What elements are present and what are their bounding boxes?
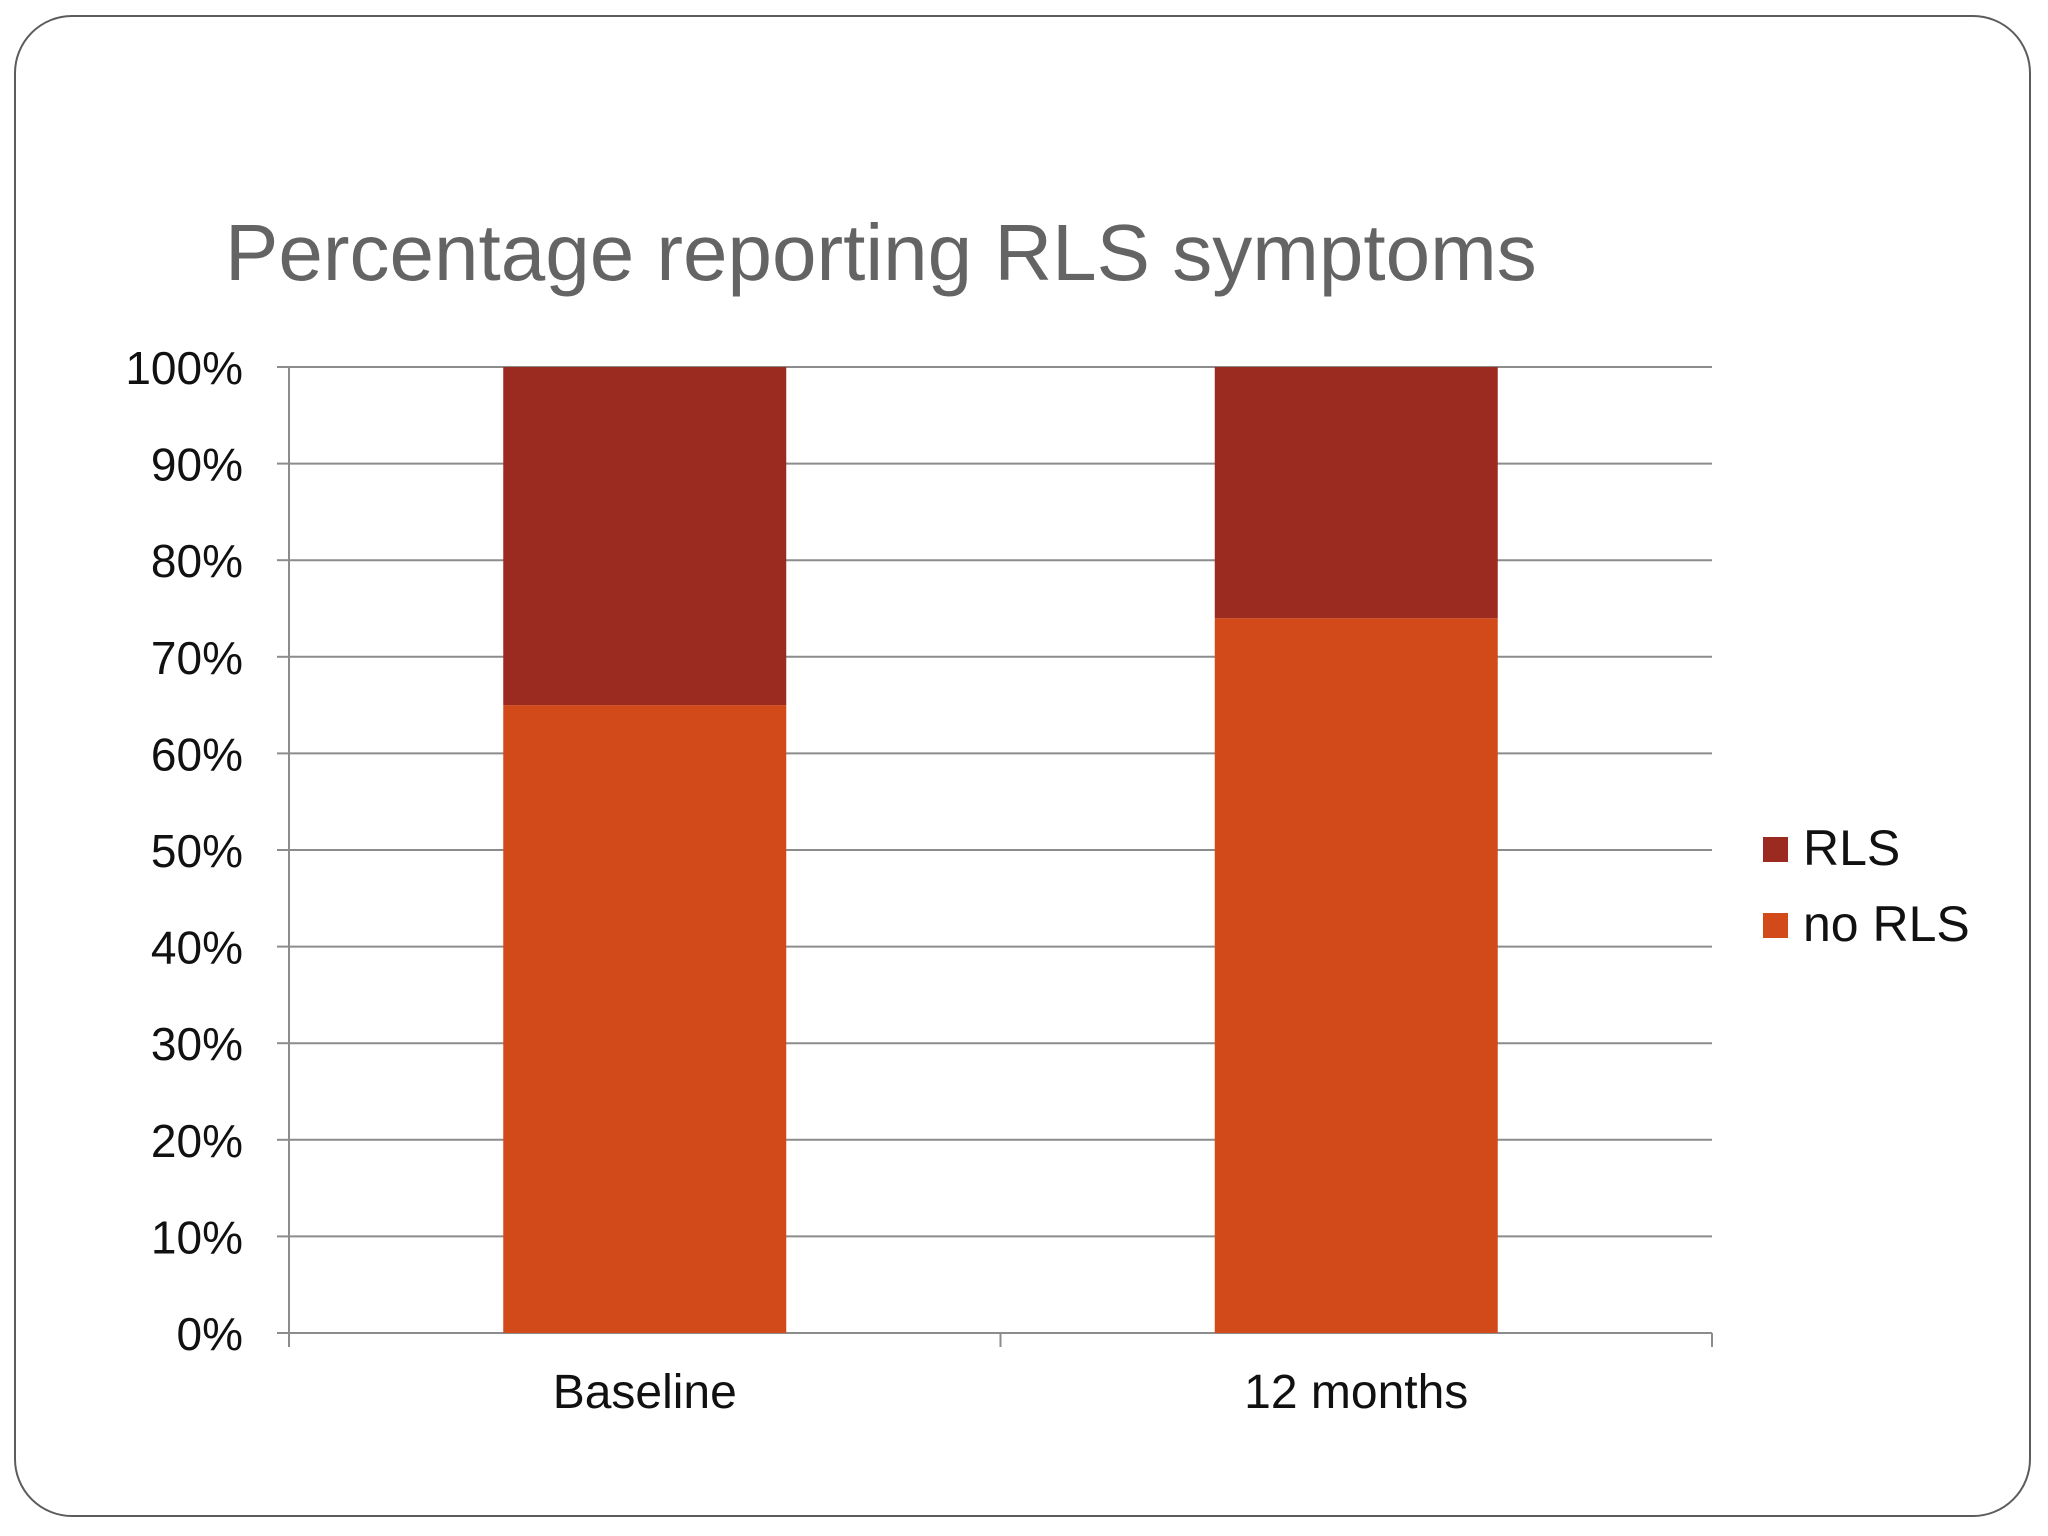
y-tick-label: 70% (151, 632, 243, 684)
bar-segment-rls (503, 367, 787, 706)
y-tick-label: 80% (151, 535, 243, 587)
legend-label-rls: RLS (1803, 820, 1901, 876)
y-tick-label: 30% (151, 1018, 243, 1070)
y-tick-label: 20% (151, 1115, 243, 1167)
y-tick-label: 0% (177, 1308, 243, 1360)
legend-label-no-rls: no RLS (1803, 896, 1970, 952)
x-tick-label: Baseline (553, 1366, 737, 1419)
y-tick-label: 90% (151, 439, 243, 491)
y-tick-label: 40% (151, 922, 243, 974)
x-tick-label: 12 months (1244, 1366, 1468, 1419)
y-tick-label: 60% (151, 728, 243, 780)
y-tick-label: 100% (125, 342, 243, 394)
chart-title: Percentage reporting RLS symptoms (225, 208, 1537, 297)
slide-frame (14, 15, 2031, 1517)
y-tick-label: 50% (151, 825, 243, 877)
bar-segment-no-rls (503, 705, 787, 1333)
legend-swatch-no-rls (1763, 913, 1788, 938)
bar-segment-no-rls (1214, 618, 1498, 1333)
legend-swatch-rls (1763, 837, 1788, 862)
bar-segment-rls (1214, 367, 1498, 619)
y-tick-label: 10% (151, 1211, 243, 1263)
